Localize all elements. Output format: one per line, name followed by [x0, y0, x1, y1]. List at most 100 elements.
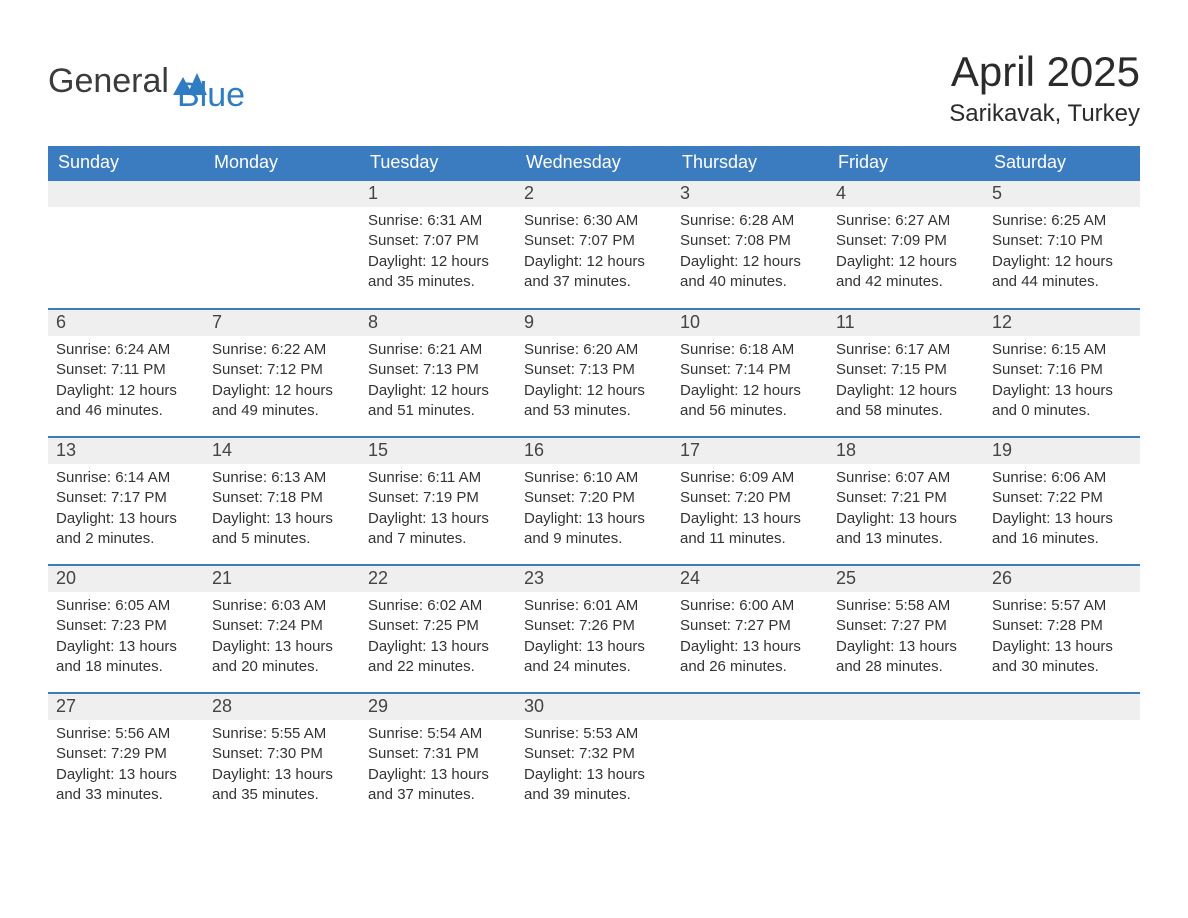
daylight-line1: Daylight: 12 hours: [524, 252, 664, 272]
day-details: [984, 720, 1140, 730]
sunset-text: Sunset: 7:21 PM: [836, 488, 976, 508]
sunset-text: Sunset: 7:16 PM: [992, 360, 1132, 380]
sunset-text: Sunset: 7:11 PM: [56, 360, 196, 380]
sunrise-text: Sunrise: 6:13 AM: [212, 468, 352, 488]
daylight-line2: and 56 minutes.: [680, 401, 820, 421]
day-number: 5: [984, 181, 1140, 207]
daylight-line2: and 44 minutes.: [992, 272, 1132, 292]
daylight-line1: Daylight: 12 hours: [56, 381, 196, 401]
day-details: Sunrise: 6:22 AMSunset: 7:12 PMDaylight:…: [204, 336, 360, 427]
sunset-text: Sunset: 7:15 PM: [836, 360, 976, 380]
sunset-text: Sunset: 7:20 PM: [524, 488, 664, 508]
sunrise-text: Sunrise: 6:03 AM: [212, 596, 352, 616]
sunset-text: Sunset: 7:19 PM: [368, 488, 508, 508]
title-block: April 2025 Sarikavak, Turkey: [949, 48, 1140, 128]
day-details: [204, 207, 360, 217]
calendar-day-cell: 24Sunrise: 6:00 AMSunset: 7:27 PMDayligh…: [672, 565, 828, 693]
calendar-week-row: 20Sunrise: 6:05 AMSunset: 7:23 PMDayligh…: [48, 565, 1140, 693]
day-details: Sunrise: 5:53 AMSunset: 7:32 PMDaylight:…: [516, 720, 672, 811]
daylight-line2: and 20 minutes.: [212, 657, 352, 677]
day-details: Sunrise: 6:18 AMSunset: 7:14 PMDaylight:…: [672, 336, 828, 427]
day-details: [672, 720, 828, 730]
day-details: [828, 720, 984, 730]
calendar-day-cell: 4Sunrise: 6:27 AMSunset: 7:09 PMDaylight…: [828, 181, 984, 309]
daylight-line2: and 39 minutes.: [524, 785, 664, 805]
daylight-line1: Daylight: 12 hours: [368, 381, 508, 401]
sunset-text: Sunset: 7:07 PM: [524, 231, 664, 251]
daylight-line1: Daylight: 13 hours: [524, 509, 664, 529]
day-details: Sunrise: 6:14 AMSunset: 7:17 PMDaylight:…: [48, 464, 204, 555]
day-details: Sunrise: 6:30 AMSunset: 7:07 PMDaylight:…: [516, 207, 672, 298]
day-number: 15: [360, 438, 516, 464]
daylight-line1: Daylight: 13 hours: [212, 509, 352, 529]
daylight-line1: Daylight: 12 hours: [992, 252, 1132, 272]
calendar-day-cell: 9Sunrise: 6:20 AMSunset: 7:13 PMDaylight…: [516, 309, 672, 437]
sunset-text: Sunset: 7:25 PM: [368, 616, 508, 636]
calendar-day-cell: 29Sunrise: 5:54 AMSunset: 7:31 PMDayligh…: [360, 693, 516, 821]
daylight-line1: Daylight: 13 hours: [992, 509, 1132, 529]
sunset-text: Sunset: 7:18 PM: [212, 488, 352, 508]
sunset-text: Sunset: 7:08 PM: [680, 231, 820, 251]
daylight-line2: and 5 minutes.: [212, 529, 352, 549]
sunrise-text: Sunrise: 6:09 AM: [680, 468, 820, 488]
day-details: Sunrise: 6:13 AMSunset: 7:18 PMDaylight:…: [204, 464, 360, 555]
calendar-day-cell: 22Sunrise: 6:02 AMSunset: 7:25 PMDayligh…: [360, 565, 516, 693]
sunrise-text: Sunrise: 6:22 AM: [212, 340, 352, 360]
brand-blue: Blue: [177, 48, 245, 115]
sunset-text: Sunset: 7:27 PM: [836, 616, 976, 636]
weekday-header: Tuesday: [360, 146, 516, 181]
daylight-line2: and 9 minutes.: [524, 529, 664, 549]
daylight-line1: Daylight: 12 hours: [212, 381, 352, 401]
day-number: [48, 181, 204, 207]
daylight-line1: Daylight: 13 hours: [368, 637, 508, 657]
calendar-head: SundayMondayTuesdayWednesdayThursdayFrid…: [48, 146, 1140, 181]
day-number: 20: [48, 566, 204, 592]
calendar-day-cell: 15Sunrise: 6:11 AMSunset: 7:19 PMDayligh…: [360, 437, 516, 565]
sunrise-text: Sunrise: 6:10 AM: [524, 468, 664, 488]
calendar-day-cell: [48, 181, 204, 309]
day-details: Sunrise: 5:58 AMSunset: 7:27 PMDaylight:…: [828, 592, 984, 683]
sunset-text: Sunset: 7:27 PM: [680, 616, 820, 636]
daylight-line2: and 26 minutes.: [680, 657, 820, 677]
day-number: 28: [204, 694, 360, 720]
day-number: 17: [672, 438, 828, 464]
day-details: Sunrise: 6:28 AMSunset: 7:08 PMDaylight:…: [672, 207, 828, 298]
day-details: Sunrise: 6:31 AMSunset: 7:07 PMDaylight:…: [360, 207, 516, 298]
day-number: 18: [828, 438, 984, 464]
daylight-line1: Daylight: 13 hours: [836, 637, 976, 657]
daylight-line1: Daylight: 13 hours: [836, 509, 976, 529]
sunrise-text: Sunrise: 6:02 AM: [368, 596, 508, 616]
daylight-line1: Daylight: 12 hours: [680, 252, 820, 272]
sunrise-text: Sunrise: 5:55 AM: [212, 724, 352, 744]
day-number: 3: [672, 181, 828, 207]
daylight-line2: and 37 minutes.: [524, 272, 664, 292]
day-details: Sunrise: 6:07 AMSunset: 7:21 PMDaylight:…: [828, 464, 984, 555]
calendar-body: 1Sunrise: 6:31 AMSunset: 7:07 PMDaylight…: [48, 181, 1140, 821]
weekday-header: Sunday: [48, 146, 204, 181]
sunrise-text: Sunrise: 6:30 AM: [524, 211, 664, 231]
daylight-line2: and 16 minutes.: [992, 529, 1132, 549]
sunset-text: Sunset: 7:31 PM: [368, 744, 508, 764]
calendar-day-cell: 2Sunrise: 6:30 AMSunset: 7:07 PMDaylight…: [516, 181, 672, 309]
sunrise-text: Sunrise: 6:01 AM: [524, 596, 664, 616]
calendar-week-row: 1Sunrise: 6:31 AMSunset: 7:07 PMDaylight…: [48, 181, 1140, 309]
sunrise-text: Sunrise: 5:58 AM: [836, 596, 976, 616]
sunset-text: Sunset: 7:07 PM: [368, 231, 508, 251]
weekday-header: Saturday: [984, 146, 1140, 181]
calendar-table: SundayMondayTuesdayWednesdayThursdayFrid…: [48, 146, 1140, 821]
sunset-text: Sunset: 7:22 PM: [992, 488, 1132, 508]
sunrise-text: Sunrise: 6:05 AM: [56, 596, 196, 616]
daylight-line2: and 49 minutes.: [212, 401, 352, 421]
daylight-line1: Daylight: 13 hours: [368, 765, 508, 785]
sunrise-text: Sunrise: 6:27 AM: [836, 211, 976, 231]
day-number: 4: [828, 181, 984, 207]
weekday-header-row: SundayMondayTuesdayWednesdayThursdayFrid…: [48, 146, 1140, 181]
day-details: Sunrise: 6:09 AMSunset: 7:20 PMDaylight:…: [672, 464, 828, 555]
sunset-text: Sunset: 7:20 PM: [680, 488, 820, 508]
sunset-text: Sunset: 7:32 PM: [524, 744, 664, 764]
calendar-day-cell: [672, 693, 828, 821]
day-details: Sunrise: 6:01 AMSunset: 7:26 PMDaylight:…: [516, 592, 672, 683]
sunrise-text: Sunrise: 5:56 AM: [56, 724, 196, 744]
day-number: 14: [204, 438, 360, 464]
daylight-line1: Daylight: 13 hours: [992, 637, 1132, 657]
